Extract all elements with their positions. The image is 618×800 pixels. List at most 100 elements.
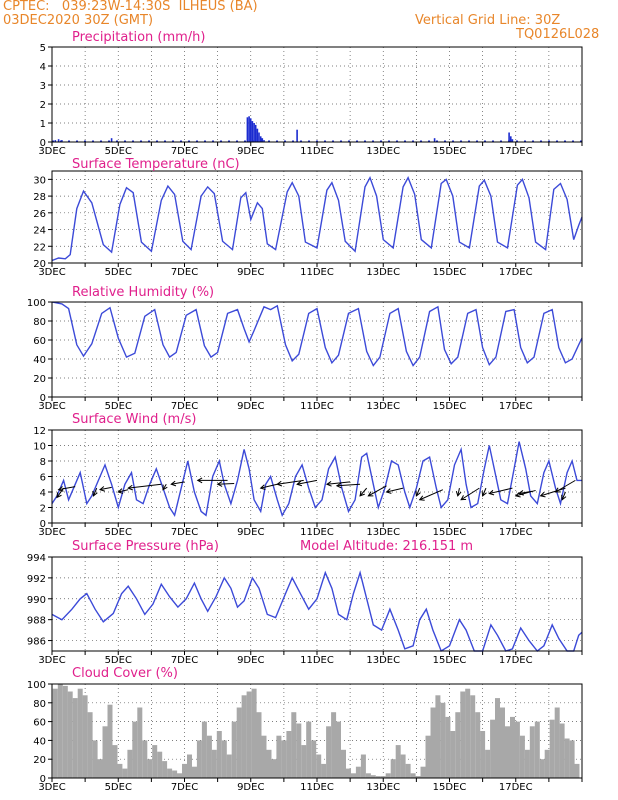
bar — [201, 721, 207, 778]
bar — [326, 726, 332, 778]
y-tick-label: 4 — [40, 488, 46, 499]
bar — [410, 773, 416, 778]
bar — [216, 731, 222, 778]
bar — [445, 716, 451, 778]
forecast-date: 03DEC2020 30Z (GMT) — [3, 13, 154, 28]
bar — [351, 773, 356, 778]
bar — [87, 712, 93, 778]
bar — [251, 121, 254, 142]
y-tick-label: 0 — [40, 138, 46, 149]
wind-arrow — [56, 487, 65, 498]
y-tick-label: 60 — [33, 718, 46, 729]
y-tick-label: 1 — [40, 119, 46, 130]
x-tick-label: 15DEC — [433, 782, 467, 793]
bar — [97, 759, 103, 778]
wind-arrow-head — [418, 495, 425, 501]
x-tick-label: 13DEC — [366, 401, 400, 412]
bar — [360, 754, 366, 778]
x-tick-label: 3DEC — [38, 401, 65, 412]
bar — [341, 749, 346, 778]
panel-1 — [48, 170, 583, 267]
wind-arrow-head — [514, 492, 521, 498]
wind-arrow-head — [335, 482, 342, 489]
bar — [246, 691, 252, 778]
bar — [316, 754, 322, 778]
bar — [420, 766, 426, 778]
x-tick-label: 15DEC — [433, 401, 467, 412]
y-tick-label: 26 — [33, 209, 46, 220]
bar — [251, 688, 257, 778]
bar — [554, 707, 560, 778]
wind-arrow — [457, 488, 460, 496]
bar — [375, 776, 381, 778]
bar — [296, 723, 302, 778]
x-tick-label: 11DEC — [300, 146, 334, 157]
x-tick-label: 11DEC — [300, 527, 334, 538]
bar — [236, 707, 242, 778]
wind-arrow — [326, 481, 351, 485]
wind-arrow — [489, 487, 513, 495]
bar — [331, 712, 337, 778]
bar — [102, 726, 108, 778]
bar — [162, 761, 168, 778]
y-tick-label: 60 — [33, 336, 46, 347]
bar — [524, 749, 530, 778]
bar — [425, 735, 431, 778]
bar — [92, 740, 98, 778]
wind-arrow — [260, 483, 278, 489]
x-tick-label: 5DEC — [105, 146, 132, 157]
panel-0 — [48, 46, 583, 146]
panel-title: Cloud Cover (%) — [72, 666, 178, 681]
x-tick-label: 7DEC — [171, 146, 198, 157]
wind-arrow-head — [92, 490, 98, 497]
wind-arrow — [336, 483, 361, 487]
bar — [122, 768, 128, 778]
plot-frame — [51, 683, 583, 779]
wind-arrow — [561, 491, 566, 500]
x-tick-label: 11DEC — [300, 782, 334, 793]
y-tick-label: 3 — [40, 81, 46, 92]
bar — [271, 759, 277, 778]
x-tick-label: 7DEC — [171, 527, 198, 538]
wind-arrow-head — [561, 494, 567, 501]
bar — [465, 688, 471, 778]
bar — [67, 691, 73, 778]
x-tick-label: 5DEC — [105, 655, 132, 666]
bar — [346, 768, 351, 778]
bar — [248, 116, 250, 142]
x-tick-label: 9DEC — [237, 401, 264, 412]
plot-frame — [51, 301, 583, 398]
wind-arrow-head — [359, 490, 365, 497]
x-tick-label: 13DEC — [366, 655, 400, 666]
x-tick-label: 5DEC — [105, 401, 132, 412]
bar — [211, 749, 217, 778]
wind-arrow-head — [554, 487, 561, 493]
bar — [263, 140, 265, 142]
bar — [564, 738, 570, 778]
panel-3 — [48, 429, 583, 527]
bar — [261, 735, 267, 778]
wind-arrow-head — [117, 488, 124, 494]
panel-title: Surface Wind (m/s) — [72, 412, 196, 427]
x-tick-label: 3DEC — [38, 527, 65, 538]
bar — [490, 719, 496, 778]
bar — [400, 754, 406, 778]
wind-arrow — [217, 482, 235, 485]
x-tick-label: 9DEC — [237, 655, 264, 666]
bar — [460, 691, 466, 778]
bar — [77, 688, 83, 778]
wind-arrow-head — [325, 481, 332, 487]
grid-line-note: Vertical Grid Line: 30Z — [415, 13, 561, 28]
bar — [157, 751, 163, 778]
y-tick-label: 992 — [27, 574, 46, 585]
y-tick-label: 0 — [40, 774, 46, 785]
series-line — [51, 441, 582, 518]
model-id: TQ0126L028 — [516, 27, 600, 42]
y-tick-label: 40 — [33, 355, 46, 366]
bar — [475, 712, 481, 778]
x-tick-label: 7DEC — [171, 267, 198, 278]
bar — [291, 712, 297, 778]
bar — [256, 712, 262, 778]
y-tick-label: 24 — [33, 226, 46, 237]
bar — [510, 136, 512, 142]
